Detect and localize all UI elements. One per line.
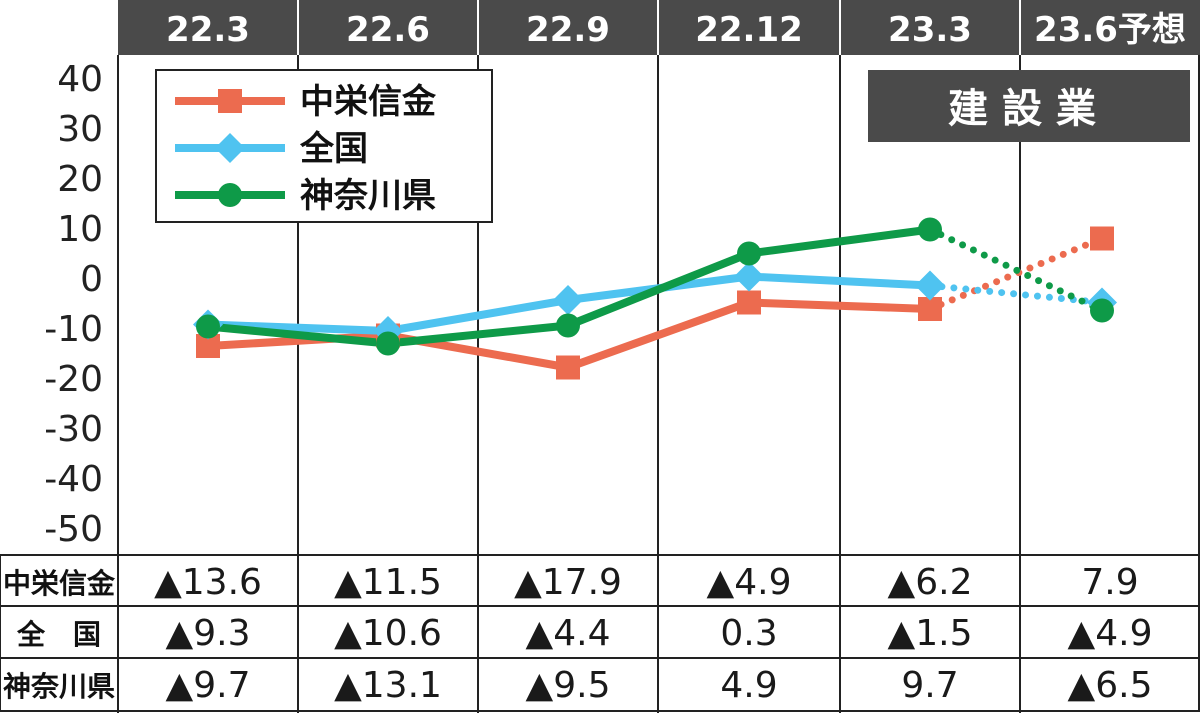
legend-marker-circle (218, 183, 242, 207)
y-axis-ticks: 40 30 20 10 0 -10 -20 -30 -40 -50 (44, 59, 103, 550)
y-tick-label: -10 (44, 309, 103, 350)
series-lines (204, 225, 1106, 372)
data-point-diamond (915, 270, 945, 301)
y-tick-label: 30 (57, 109, 103, 150)
y-tick-label: -30 (44, 409, 103, 450)
data-point-circle (376, 331, 400, 356)
period-label: 22.9 (526, 10, 610, 50)
period-label: 23.3 (888, 10, 972, 50)
data-point-diamond (734, 261, 764, 292)
legend-marker-diamond (215, 133, 245, 163)
y-tick-label: 0 (80, 259, 103, 300)
legend-label: 神奈川県 (300, 176, 436, 216)
period-label: 23.6予想 (1034, 10, 1186, 50)
series-forecast-line (926, 226, 1106, 314)
data-point-square (737, 290, 761, 315)
data-point-circle (918, 217, 942, 242)
y-tick-label: 20 (57, 159, 103, 200)
table-cell: ▲4.9 (1068, 613, 1153, 654)
table-cell: ▲4.4 (526, 613, 611, 654)
series-forecast-line (926, 282, 1106, 306)
period-label: 22.3 (166, 10, 250, 50)
table-cell: ▲9.7 (166, 665, 251, 706)
y-tick-label: 40 (57, 59, 103, 100)
data-point-diamond (553, 285, 583, 315)
industry-badge: 建設業 (868, 70, 1190, 142)
table-cell: 7.9 (1081, 562, 1138, 603)
y-tick-label: -40 (44, 459, 103, 500)
data-point-circle (1090, 298, 1114, 323)
data-point-square (556, 355, 580, 380)
table-cell: ▲1.5 (888, 613, 973, 654)
y-tick-label: -50 (44, 509, 103, 550)
legend-label: 中栄信金 (300, 82, 437, 122)
y-tick-label: 10 (57, 209, 103, 250)
table-cell: ▲17.9 (514, 562, 622, 603)
period-header: 22.3 22.6 22.9 22.12 23.3 23.6予想 (118, 0, 1200, 55)
table-cell: ▲6.2 (888, 562, 973, 603)
table-cell: ▲10.6 (334, 613, 442, 654)
badge-label: 建設業 (948, 86, 1110, 132)
period-label: 22.6 (346, 10, 430, 50)
data-point-square (1090, 226, 1114, 251)
badge-background (868, 70, 1190, 142)
table-row-label: 全 国 (16, 618, 101, 651)
series-markers (193, 217, 1117, 380)
table-cell: 4.9 (720, 665, 777, 706)
table-cell: ▲6.5 (1068, 665, 1153, 706)
data-point-circle (556, 313, 580, 338)
table-cell: ▲11.5 (334, 562, 442, 603)
legend-marker-square (218, 89, 242, 113)
data-point-circle (196, 314, 220, 339)
table-cell: ▲4.9 (707, 562, 792, 603)
legend-label: 全国 (299, 129, 368, 169)
data-point-circle (737, 241, 761, 266)
table-cell: ▲9.3 (166, 613, 251, 654)
table-cell: ▲13.1 (334, 665, 442, 706)
table-cell: ▲9.5 (526, 665, 611, 706)
table-cell: 9.7 (901, 665, 958, 706)
table-cell: ▲13.6 (154, 562, 262, 603)
data-point-square (918, 297, 942, 321)
period-label: 22.12 (695, 10, 803, 50)
table-cell: 0.3 (720, 613, 777, 654)
table-row-label: 神奈川県 (3, 670, 115, 703)
y-tick-label: -20 (44, 359, 103, 400)
table-row-label: 中栄信金 (3, 567, 116, 600)
